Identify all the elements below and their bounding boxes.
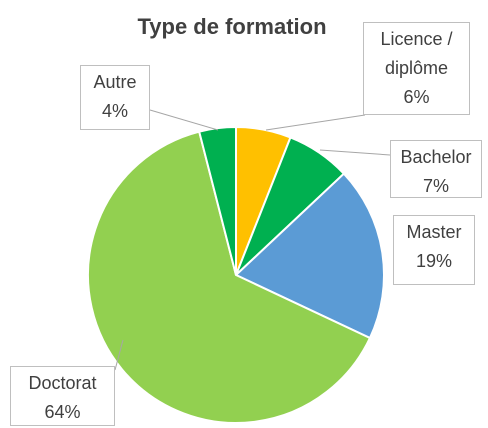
data-label: Licence / diplôme 6% [363,22,470,115]
category-label: Master [406,222,462,242]
value-label: 64% [44,402,81,422]
category-label: Licence / diplôme [380,29,453,78]
leader-line [265,114,366,131]
category-label: Doctorat [28,373,97,393]
pie-slice [87,130,372,424]
value-label: 7% [422,176,449,196]
data-label: Bachelor 7% [390,140,482,198]
leader-line [319,149,391,156]
leader-line [114,339,124,371]
value-label: 6% [403,87,430,107]
leader-line [149,109,219,131]
category-label: Bachelor [400,147,472,167]
value-label: 19% [415,251,453,271]
category-label: Autre [93,72,137,92]
data-label: Doctorat 64% [10,366,115,426]
data-label: Master 19% [393,215,475,285]
pie-slice [197,125,237,276]
pie-slice [234,172,385,340]
chart-title: Type de formation [137,14,327,39]
value-label: 4% [101,101,128,121]
data-label: Autre 4% [80,65,150,130]
